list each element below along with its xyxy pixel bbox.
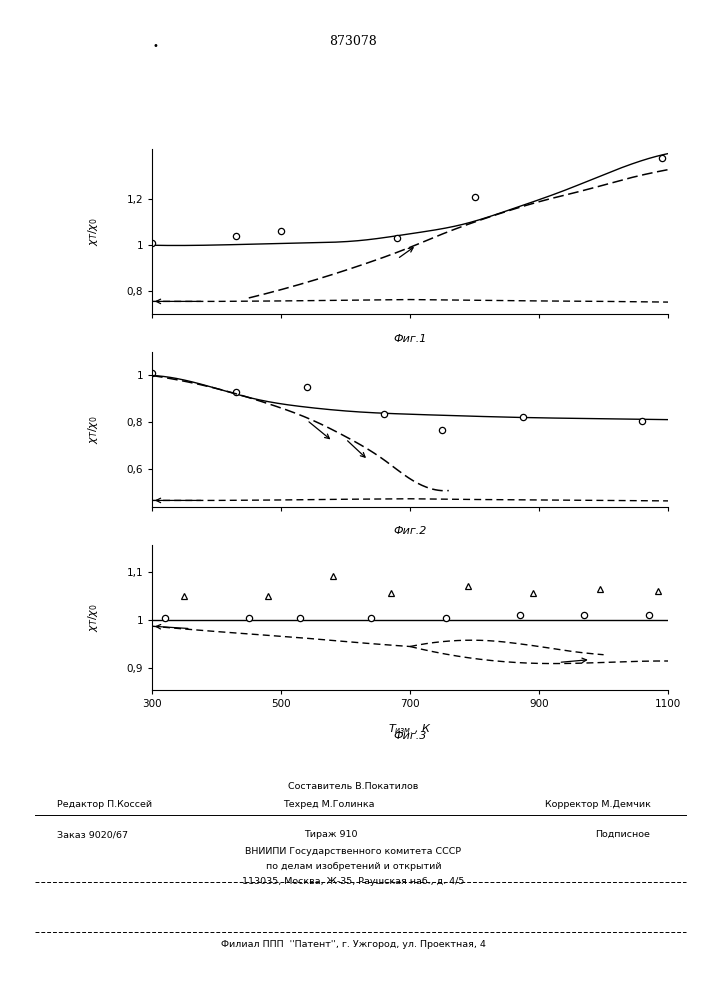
Text: Составитель В.Покатилов: Составитель В.Покатилов <box>288 782 419 791</box>
Text: 873078: 873078 <box>329 35 378 48</box>
Text: Редактор П.Коссей: Редактор П.Коссей <box>57 800 152 809</box>
Text: Заказ 9020/67: Заказ 9020/67 <box>57 830 127 839</box>
Y-axis label: $\chi_T/\chi_0$: $\chi_T/\chi_0$ <box>86 603 100 632</box>
Text: по делам изобретений и открытий: по делам изобретений и открытий <box>266 862 441 871</box>
Text: •: • <box>153 41 158 51</box>
Text: ВНИИПИ Государственного комитета СССР: ВНИИПИ Государственного комитета СССР <box>245 847 462 856</box>
Text: Филиал ППП  ''Патент'', г. Ужгород, ул. Проектная, 4: Филиал ППП ''Патент'', г. Ужгород, ул. П… <box>221 940 486 949</box>
Y-axis label: $\chi_T/\chi_0$: $\chi_T/\chi_0$ <box>86 415 100 444</box>
Text: Техред М.Голинка: Техред М.Голинка <box>283 800 374 809</box>
Text: Тираж 910: Тираж 910 <box>304 830 358 839</box>
X-axis label: $T_{изм.}$, К: $T_{изм.}$, К <box>388 722 432 736</box>
Text: Фиг.3: Фиг.3 <box>393 731 427 741</box>
Y-axis label: $\chi_T/\chi_0$: $\chi_T/\chi_0$ <box>86 217 100 246</box>
Text: Корректор М.Демчик: Корректор М.Демчик <box>544 800 650 809</box>
Text: Подписное: Подписное <box>595 830 650 839</box>
Text: 113035, Москва, Ж-35, Раушская наб., д. 4/5: 113035, Москва, Ж-35, Раушская наб., д. … <box>243 877 464 886</box>
Text: Фиг.2: Фиг.2 <box>393 526 427 536</box>
Text: Фиг.1: Фиг.1 <box>393 334 427 344</box>
